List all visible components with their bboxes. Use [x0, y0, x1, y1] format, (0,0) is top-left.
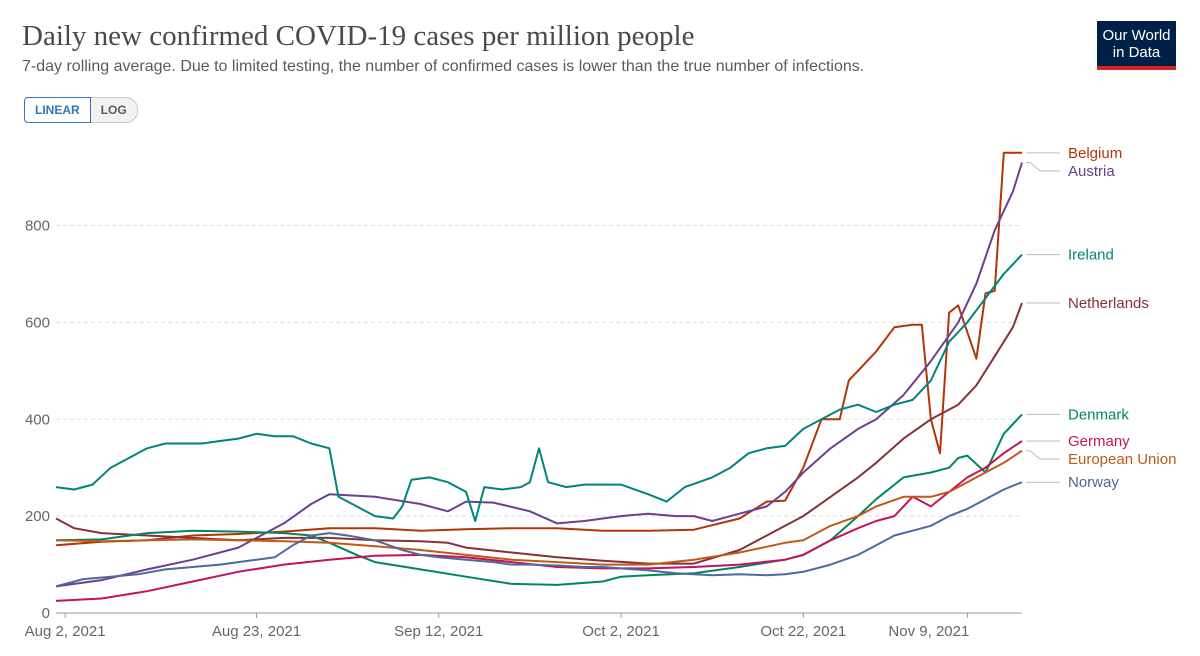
y-tick-label: 200	[25, 508, 50, 525]
y-axis-ticks: 0 200 400 600 800	[25, 218, 50, 623]
series-line-denmark[interactable]	[55, 413, 1023, 586]
y-tick-label: 400	[25, 411, 50, 428]
log-scale-button[interactable]: LOG	[90, 97, 138, 123]
page-subtitle: 7-day rolling average. Due to limited te…	[22, 58, 865, 75]
scale-toggle: LINEAR LOG	[24, 97, 138, 123]
page-title: Daily new confirmed COVID-19 cases per m…	[22, 20, 695, 52]
legend-label-germany[interactable]: Germany	[1068, 433, 1130, 450]
x-tick-label: Oct 2, 2021	[582, 623, 660, 640]
series-line-european-union[interactable]	[55, 449, 1023, 566]
legend-label-european-union[interactable]: European Union	[1068, 451, 1176, 468]
y-tick-label: 800	[25, 218, 50, 235]
x-tick-label: Oct 22, 2021	[760, 623, 846, 640]
series-line-austria[interactable]	[55, 162, 1023, 588]
line-chart: 0 200 400 600 800 Aug 2, 2021 Aug 23, 2021 Sep…	[25, 145, 1177, 640]
owid-logo[interactable]: Our World in Data	[1097, 21, 1176, 70]
logo-line-1: Our World	[1102, 27, 1171, 44]
legend-label-norway[interactable]: Norway	[1068, 474, 1119, 491]
y-tick-label: 600	[25, 314, 50, 331]
x-tick-label: Aug 23, 2021	[212, 623, 301, 640]
legend-connector	[1026, 162, 1060, 172]
legend-label-austria[interactable]: Austria	[1068, 163, 1115, 180]
series-line-germany[interactable]	[55, 440, 1023, 602]
x-tick-label: Nov 9, 2021	[888, 623, 969, 640]
series-lines	[55, 151, 1023, 602]
linear-scale-button[interactable]: LINEAR	[24, 97, 91, 123]
x-tick-label: Sep 12, 2021	[394, 623, 483, 640]
y-tick-label: 0	[42, 605, 50, 622]
series-line-norway[interactable]	[55, 481, 1023, 588]
legend-connector	[1026, 450, 1060, 460]
logo-line-2: in Data	[1112, 44, 1161, 61]
series-line-netherlands[interactable]	[55, 302, 1023, 565]
series-line-belgium[interactable]	[55, 151, 1022, 547]
legend-label-netherlands[interactable]: Netherlands	[1068, 295, 1149, 312]
legend-label-belgium[interactable]: Belgium	[1068, 145, 1122, 162]
legend-label-ireland[interactable]: Ireland	[1068, 247, 1114, 264]
series-line-ireland[interactable]	[55, 253, 1023, 522]
x-axis: Aug 2, 2021 Aug 23, 2021 Sep 12, 2021 Oct 2…	[25, 612, 1022, 640]
legend-label-denmark[interactable]: Denmark	[1068, 406, 1129, 423]
x-tick-label: Aug 2, 2021	[25, 623, 106, 640]
